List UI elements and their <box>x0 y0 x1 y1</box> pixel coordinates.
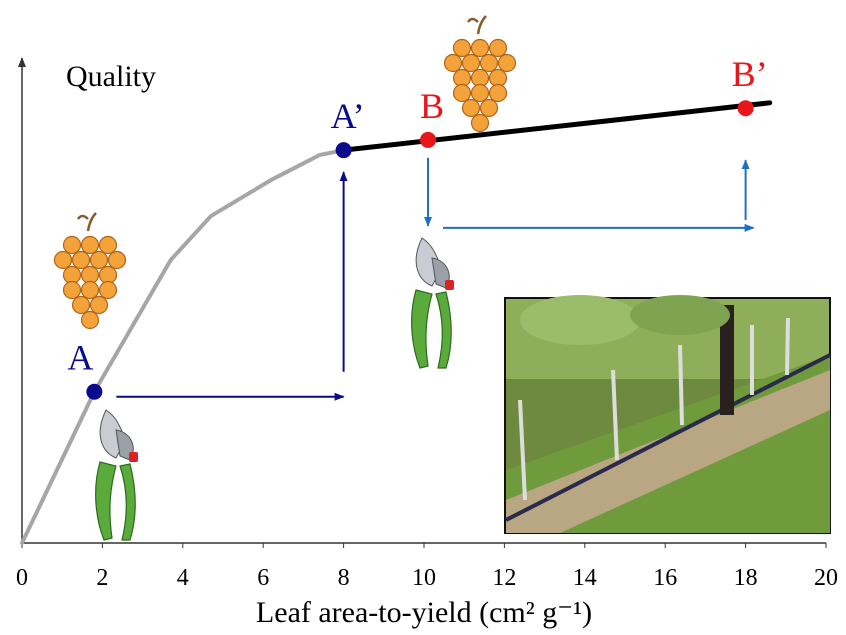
x-tick-label: 8 <box>338 565 350 591</box>
pruner-icon <box>412 238 454 368</box>
grape <box>109 252 126 269</box>
x-tick-label: 14 <box>573 565 597 591</box>
point-label: A’ <box>331 96 365 136</box>
grape <box>490 85 507 102</box>
point-label: B’ <box>732 54 768 94</box>
grape <box>454 40 471 57</box>
pruner-icon <box>96 410 138 540</box>
grape <box>463 100 480 117</box>
pruner-lock <box>129 452 138 462</box>
point-label: A <box>67 338 93 378</box>
point <box>86 384 102 400</box>
grape <box>91 252 108 269</box>
point <box>420 132 436 148</box>
grape <box>64 237 81 254</box>
grape <box>100 282 117 299</box>
point <box>336 142 352 158</box>
x-tick-label: 6 <box>257 565 269 591</box>
grape-cluster <box>445 16 516 132</box>
grape <box>73 252 90 269</box>
grape <box>490 40 507 57</box>
grape <box>82 282 99 299</box>
grape <box>472 85 489 102</box>
grape-stem <box>468 16 486 34</box>
pruner-handle <box>96 462 116 540</box>
pruner-handle <box>436 292 451 368</box>
x-tick-label: 2 <box>96 565 108 591</box>
x-tick-label: 4 <box>177 565 189 591</box>
x-tick-label: 18 <box>734 565 758 591</box>
x-tick-label: 0 <box>16 565 28 591</box>
grape <box>64 282 81 299</box>
grape <box>445 55 462 72</box>
grape <box>481 55 498 72</box>
vineyard-photo <box>505 295 830 533</box>
grape <box>100 237 117 254</box>
grape <box>82 237 99 254</box>
y-axis-label: Quality <box>66 60 156 93</box>
grape <box>454 85 471 102</box>
grape <box>82 312 99 329</box>
grape <box>55 252 72 269</box>
chart: Quality Leaf area-to-yield (cm² g⁻¹) 0 2 4… <box>0 0 846 635</box>
x-tick-label: 16 <box>653 565 677 591</box>
pruner-lock <box>445 280 454 290</box>
grape-cluster <box>55 213 126 329</box>
grape <box>481 100 498 117</box>
x-tick-label: 12 <box>492 565 516 591</box>
pruner-handle <box>120 464 135 540</box>
pruner-handle <box>412 290 432 368</box>
grape <box>91 297 108 314</box>
x-axis-label: Leaf area-to-yield (cm² g⁻¹) <box>256 596 592 629</box>
point-label: B <box>420 86 444 126</box>
point <box>738 100 754 116</box>
grape <box>472 115 489 132</box>
grape-stem <box>78 213 96 231</box>
x-tick-label: 10 <box>412 565 436 591</box>
grape <box>463 55 480 72</box>
line <box>344 103 770 150</box>
x-tick-label: 20 <box>814 565 838 591</box>
grape <box>499 55 516 72</box>
grape <box>73 297 90 314</box>
grape <box>472 40 489 57</box>
